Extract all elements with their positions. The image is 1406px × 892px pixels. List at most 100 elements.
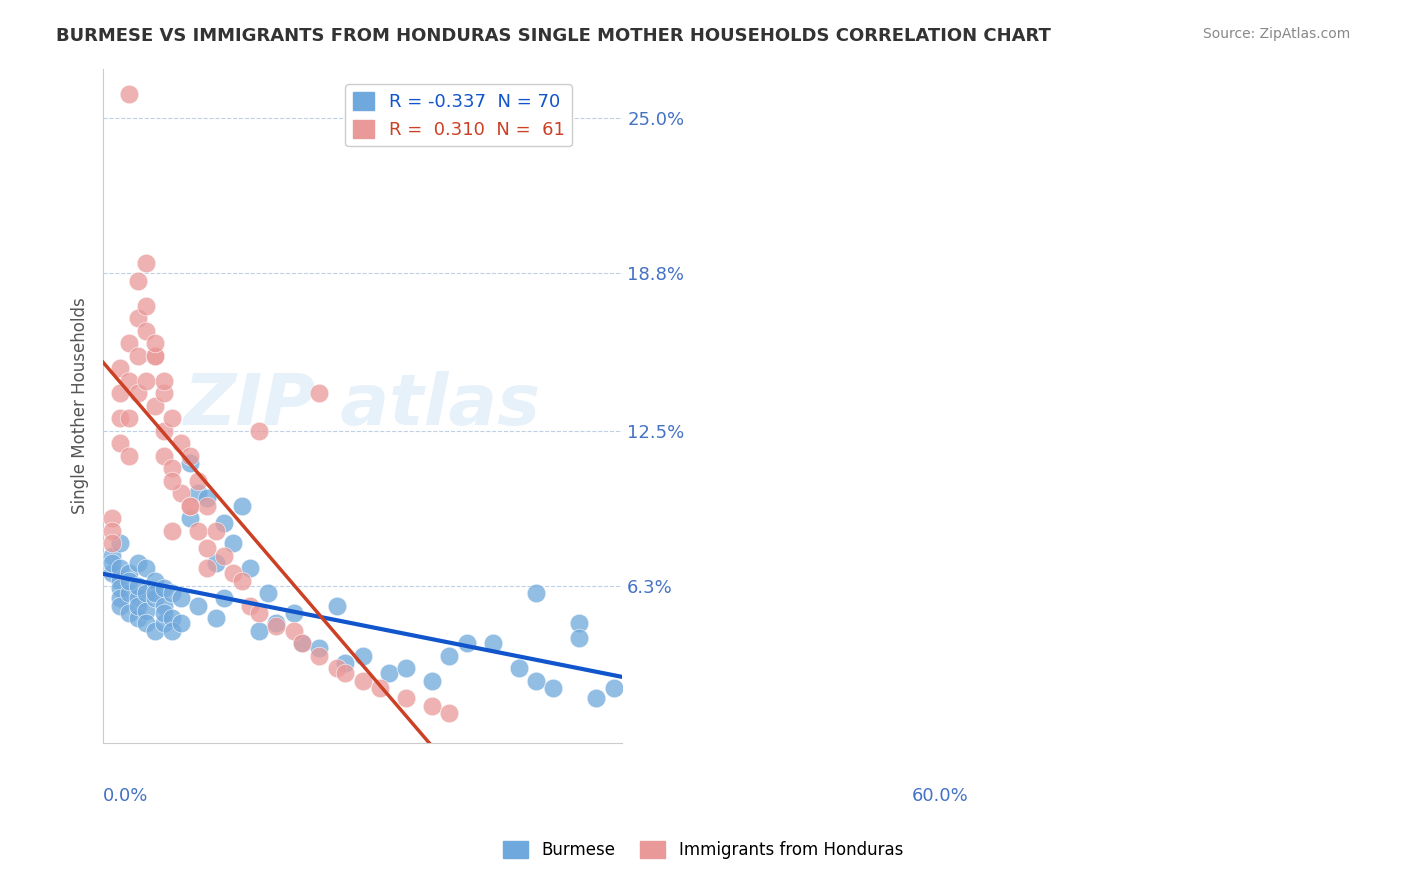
Point bbox=[420, 698, 443, 713]
Point bbox=[283, 624, 305, 638]
Point bbox=[143, 349, 166, 363]
Point bbox=[377, 666, 399, 681]
Point bbox=[214, 591, 236, 606]
Point bbox=[222, 536, 245, 550]
Point bbox=[247, 624, 270, 638]
Point bbox=[118, 566, 141, 581]
Point bbox=[110, 574, 132, 588]
Legend: Burmese, Immigrants from Honduras: Burmese, Immigrants from Honduras bbox=[496, 834, 910, 866]
Point bbox=[256, 586, 278, 600]
Point bbox=[162, 611, 184, 625]
Point bbox=[110, 386, 132, 401]
Point bbox=[179, 511, 201, 525]
Point bbox=[456, 636, 478, 650]
Point bbox=[247, 424, 270, 438]
Point bbox=[481, 636, 503, 650]
Point bbox=[127, 386, 149, 401]
Point bbox=[162, 624, 184, 638]
Point bbox=[135, 299, 157, 313]
Point bbox=[195, 499, 218, 513]
Point bbox=[152, 374, 174, 388]
Point bbox=[135, 604, 157, 618]
Point bbox=[118, 574, 141, 588]
Point bbox=[162, 524, 184, 538]
Point bbox=[118, 606, 141, 620]
Point bbox=[152, 599, 174, 613]
Point bbox=[179, 499, 201, 513]
Point bbox=[395, 691, 418, 706]
Point bbox=[283, 606, 305, 620]
Point bbox=[143, 336, 166, 351]
Point bbox=[195, 491, 218, 506]
Point bbox=[127, 274, 149, 288]
Point bbox=[264, 616, 287, 631]
Point bbox=[101, 511, 124, 525]
Point bbox=[152, 606, 174, 620]
Point bbox=[222, 566, 245, 581]
Point bbox=[420, 673, 443, 688]
Point bbox=[127, 579, 149, 593]
Point bbox=[568, 616, 591, 631]
Point bbox=[585, 691, 607, 706]
Point bbox=[568, 631, 591, 645]
Point bbox=[508, 661, 530, 675]
Point bbox=[101, 549, 124, 563]
Point bbox=[118, 586, 141, 600]
Point bbox=[291, 636, 314, 650]
Point bbox=[135, 256, 157, 270]
Point bbox=[195, 561, 218, 575]
Point bbox=[524, 673, 547, 688]
Point bbox=[179, 499, 201, 513]
Point bbox=[110, 561, 132, 575]
Point bbox=[101, 536, 124, 550]
Text: ZIP atlas: ZIP atlas bbox=[184, 371, 541, 441]
Point bbox=[152, 581, 174, 595]
Point bbox=[135, 561, 157, 575]
Point bbox=[135, 324, 157, 338]
Point bbox=[326, 599, 349, 613]
Point bbox=[214, 516, 236, 531]
Point bbox=[179, 449, 201, 463]
Point bbox=[204, 611, 226, 625]
Point bbox=[127, 599, 149, 613]
Point bbox=[162, 461, 184, 475]
Point bbox=[335, 656, 357, 670]
Point bbox=[368, 681, 391, 695]
Point bbox=[152, 616, 174, 631]
Point bbox=[118, 87, 141, 101]
Point bbox=[231, 574, 253, 588]
Point bbox=[170, 486, 193, 500]
Point bbox=[118, 411, 141, 425]
Point bbox=[264, 618, 287, 632]
Point bbox=[439, 706, 461, 720]
Point bbox=[127, 349, 149, 363]
Point bbox=[603, 681, 626, 695]
Point bbox=[195, 541, 218, 556]
Point bbox=[239, 561, 262, 575]
Point bbox=[187, 474, 209, 488]
Point bbox=[118, 449, 141, 463]
Point bbox=[204, 556, 226, 570]
Y-axis label: Single Mother Households: Single Mother Households bbox=[72, 297, 89, 514]
Point bbox=[110, 591, 132, 606]
Point bbox=[101, 566, 124, 581]
Point bbox=[110, 599, 132, 613]
Text: BURMESE VS IMMIGRANTS FROM HONDURAS SINGLE MOTHER HOUSEHOLDS CORRELATION CHART: BURMESE VS IMMIGRANTS FROM HONDURAS SING… bbox=[56, 27, 1052, 45]
Point bbox=[101, 524, 124, 538]
Point bbox=[187, 524, 209, 538]
Point bbox=[110, 361, 132, 376]
Point bbox=[127, 611, 149, 625]
Point bbox=[179, 456, 201, 470]
Point bbox=[152, 449, 174, 463]
Point bbox=[308, 641, 330, 656]
Point bbox=[143, 586, 166, 600]
Point bbox=[127, 311, 149, 326]
Point bbox=[101, 556, 124, 570]
Point bbox=[152, 424, 174, 438]
Point bbox=[291, 636, 314, 650]
Point bbox=[352, 673, 374, 688]
Point bbox=[135, 586, 157, 600]
Text: 0.0%: 0.0% bbox=[103, 787, 149, 805]
Point bbox=[110, 436, 132, 450]
Point bbox=[308, 648, 330, 663]
